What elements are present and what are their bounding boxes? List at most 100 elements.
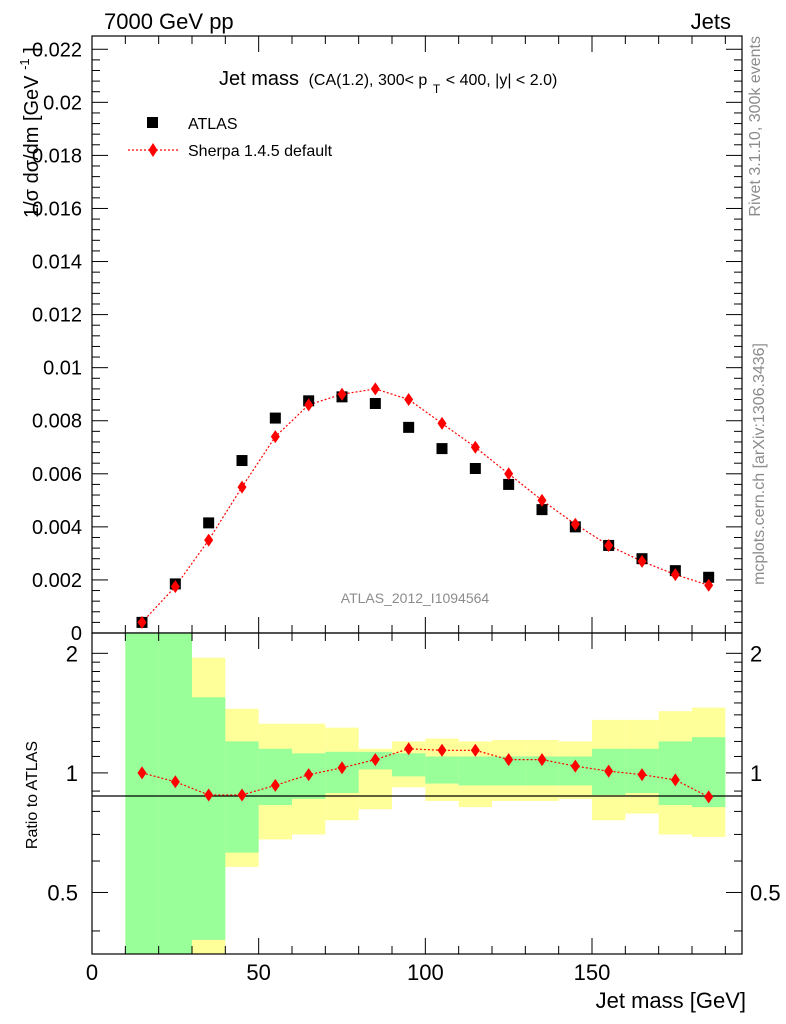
legend-label-sherpa: Sherpa 1.4.5 default (188, 143, 333, 160)
sherpa-point (504, 467, 514, 481)
main-y-tick-label: 0.01 (43, 358, 82, 380)
ratio-y-tick-label-right: 0.5 (750, 880, 781, 905)
ratio-y-axis: 0.5 0.5 1 1 2 2 (47, 641, 781, 932)
sherpa-point (170, 580, 180, 594)
ratio-point (670, 773, 680, 787)
atlas-point (236, 455, 248, 467)
main-y-tick-label: 0.018 (32, 145, 82, 167)
ratio-band-inner (458, 756, 492, 786)
main-y-tick-label: 0.014 (32, 252, 82, 274)
main-y-tick-label-zero: 0 (71, 623, 82, 645)
ratio-bands (125, 633, 726, 954)
x-axis-label: Jet mass [GeV] (596, 988, 746, 1013)
sherpa-line (141, 388, 709, 623)
sherpa-point (404, 393, 414, 407)
ratio-y-tick-label-right: 1 (750, 761, 762, 786)
y-label-close: ] (21, 47, 43, 53)
atlas-point (403, 421, 415, 433)
x-axis: 0 50 100 150 (86, 36, 726, 985)
header-left: 7000 GeV pp (104, 9, 234, 34)
ratio-plot-panel: 0.5 0.5 1 1 2 2 0 50 100 150 Ratio to ATLAS Jet … (24, 36, 781, 1013)
main-y-tick-label: 0.022 (32, 39, 82, 61)
ratio-point (470, 743, 480, 757)
main-y-tick-label: 0.02 (43, 92, 82, 114)
ratio-point (637, 768, 647, 782)
sherpa-point (237, 480, 247, 494)
main-plot-panel: 0.002 0.004 0.006 0.008 0.01 0.012 0.014 0.016 0… (12, 35, 743, 645)
legend-marker-sherpa (148, 143, 158, 157)
sherpa-point (270, 430, 280, 444)
watermark: ATLAS_2012_I1094564 (341, 590, 490, 606)
ratio-band-inner (158, 633, 192, 954)
sherpa-point (437, 416, 447, 430)
ratio-point (370, 753, 380, 767)
y-label-exponent: -1 (17, 58, 32, 70)
sherpa-point (204, 533, 214, 547)
sherpa-point (604, 538, 614, 552)
ratio-band-inner (125, 633, 159, 954)
ratio-point (137, 766, 147, 780)
sherpa-point (670, 568, 680, 582)
x-tick-label: 100 (407, 960, 444, 985)
ratio-point (404, 742, 414, 756)
ratio-band-inner (392, 753, 426, 777)
ratio-band-inner (192, 697, 226, 940)
ratio-point (270, 778, 280, 792)
mcplots-label: mcplots.cern.ch [arXiv:1306.3436] (751, 343, 768, 585)
legend-marker-atlas (147, 117, 158, 128)
main-y-tick-label: 0.006 (32, 464, 82, 486)
atlas-point (203, 517, 215, 529)
atlas-point (269, 412, 281, 424)
sherpa-point (637, 554, 647, 568)
ratio-point (504, 753, 514, 767)
ratio-y-tick-label: 1 (66, 761, 78, 786)
rivet-label: Rivet 3.1.10, 300k events (747, 36, 764, 217)
ratio-point (337, 761, 347, 775)
ratio-band-inner (658, 741, 692, 806)
main-y-label: 1/σ dσ/dm [GeV -1 ] (12, 47, 43, 218)
main-title: Jet mass (CA(1.2), 300< p T < 400, |y| <… (219, 68, 557, 98)
sherpa-point (370, 382, 380, 396)
ratio-band-inner (425, 756, 459, 784)
ratio-point (704, 790, 714, 804)
x-tick-label: 50 (246, 960, 270, 985)
legend-label-atlas: ATLAS (188, 116, 238, 133)
main-y-tick-label: 0.016 (32, 198, 82, 220)
x-tick-label: 0 (86, 960, 98, 985)
atlas-point (503, 478, 515, 490)
title-sub-index: T (433, 82, 441, 96)
sherpa-point (570, 517, 580, 531)
sherpa-point (537, 493, 547, 507)
sherpa-point (337, 387, 347, 401)
title-sub-tail: < 400, |y| < 2.0) (446, 72, 558, 89)
ratio-y-label: Ratio to ATLAS (24, 741, 41, 849)
sherpa-point (704, 578, 714, 592)
main-marks (136, 382, 715, 629)
ratio-line (141, 748, 709, 798)
ratio-point (170, 775, 180, 789)
main-y-axis: 0.002 0.004 0.006 0.008 0.01 0.012 0.014 0.016 0… (32, 39, 742, 645)
legend: ATLAS Sherpa 1.4.5 default (128, 116, 333, 160)
title-main: Jet mass (219, 68, 299, 90)
main-y-tick-label: 0.004 (32, 517, 82, 539)
ratio-y-tick-label-right: 2 (750, 641, 762, 666)
ratio-point (537, 753, 547, 767)
ratio-point (304, 768, 314, 782)
ratio-y-tick-label: 2 (66, 641, 78, 666)
atlas-point (369, 397, 381, 409)
atlas-point (469, 462, 481, 474)
title-sub: (CA(1.2), 300< p (309, 72, 428, 89)
ratio-point (204, 788, 214, 802)
ratio-point (604, 764, 614, 778)
atlas-point (436, 443, 448, 455)
x-tick-label: 150 (574, 960, 611, 985)
atlas-point (703, 571, 715, 583)
sherpa-point (304, 398, 314, 412)
ratio-point (237, 788, 247, 802)
ratio-marks (137, 742, 714, 804)
main-y-tick-label: 0.002 (32, 570, 82, 592)
y-label-text: 1/σ dσ/dm [GeV (21, 75, 43, 218)
sherpa-point (470, 440, 480, 454)
ratio-plot-frame (91, 632, 743, 955)
